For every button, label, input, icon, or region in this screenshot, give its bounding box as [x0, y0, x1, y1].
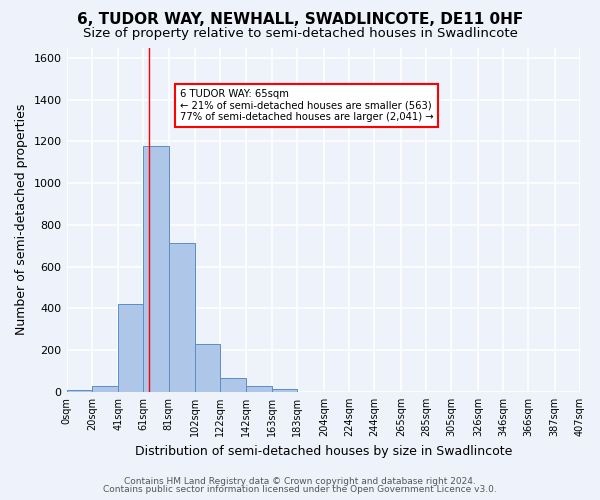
Text: 6, TUDOR WAY, NEWHALL, SWADLINCOTE, DE11 0HF: 6, TUDOR WAY, NEWHALL, SWADLINCOTE, DE11… — [77, 12, 523, 28]
Bar — [67, 390, 92, 392]
Y-axis label: Number of semi-detached properties: Number of semi-detached properties — [15, 104, 28, 336]
Text: 6 TUDOR WAY: 65sqm
← 21% of semi-detached houses are smaller (563)
77% of semi-d: 6 TUDOR WAY: 65sqm ← 21% of semi-detache… — [179, 89, 433, 122]
Bar — [169, 242, 195, 392]
X-axis label: Distribution of semi-detached houses by size in Swadlincote: Distribution of semi-detached houses by … — [134, 444, 512, 458]
Bar — [118, 304, 143, 392]
Bar — [220, 378, 245, 392]
Text: Contains HM Land Registry data © Crown copyright and database right 2024.: Contains HM Land Registry data © Crown c… — [124, 477, 476, 486]
Bar — [143, 146, 169, 392]
Text: Size of property relative to semi-detached houses in Swadlincote: Size of property relative to semi-detach… — [83, 28, 517, 40]
Text: Contains public sector information licensed under the Open Government Licence v3: Contains public sector information licen… — [103, 485, 497, 494]
Bar — [245, 386, 272, 392]
Bar — [272, 389, 298, 392]
Bar — [195, 344, 220, 392]
Bar — [92, 386, 118, 392]
